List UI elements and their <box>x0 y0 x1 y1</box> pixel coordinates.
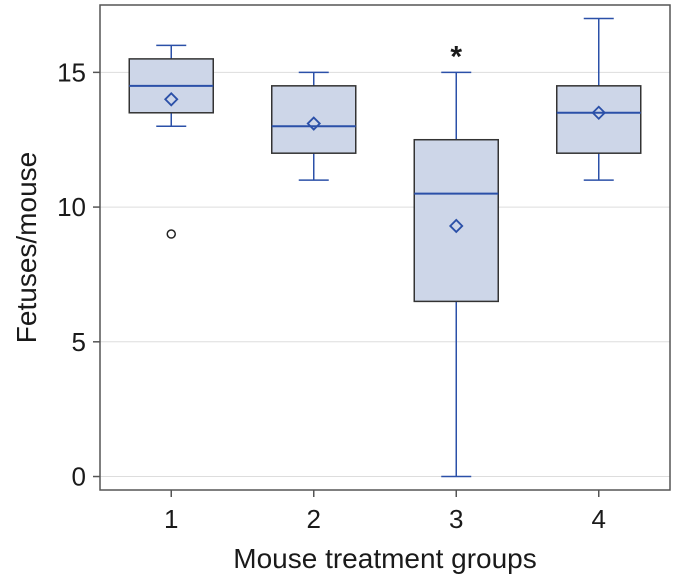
y-tick-label-5: 5 <box>72 327 86 357</box>
x-tick-label-3: 3 <box>449 504 463 534</box>
box-group-2 <box>271 71 357 181</box>
x-tick-label-1: 1 <box>164 504 178 534</box>
x-axis-title: Mouse treatment groups <box>233 543 537 574</box>
y-tick-label-10: 10 <box>57 192 86 222</box>
mean-marker <box>448 218 464 234</box>
significance-marker: * <box>450 40 462 73</box>
box-series: * <box>128 17 642 478</box>
y-axis-title: Fetuses/mouse <box>11 152 42 343</box>
x-axis-ticks: 1 2 3 4 <box>164 490 606 534</box>
y-tick-label-15: 15 <box>57 57 86 87</box>
x-tick-label-2: 2 <box>307 504 321 534</box>
iqr-box <box>271 85 357 154</box>
mean-marker <box>591 105 607 121</box>
y-tick-label-0: 0 <box>72 462 86 492</box>
mean-marker <box>306 116 322 131</box>
box-group-4 <box>556 17 642 181</box>
outlier-point <box>166 229 176 239</box>
plot-area-frame <box>99 4 671 491</box>
mean-marker <box>163 92 179 107</box>
box-group-1 <box>128 44 214 239</box>
x-tick-label-4: 4 <box>592 504 606 534</box>
box-group-3: * <box>413 40 499 478</box>
y-axis-ticks: 0 5 10 15 <box>57 57 100 492</box>
